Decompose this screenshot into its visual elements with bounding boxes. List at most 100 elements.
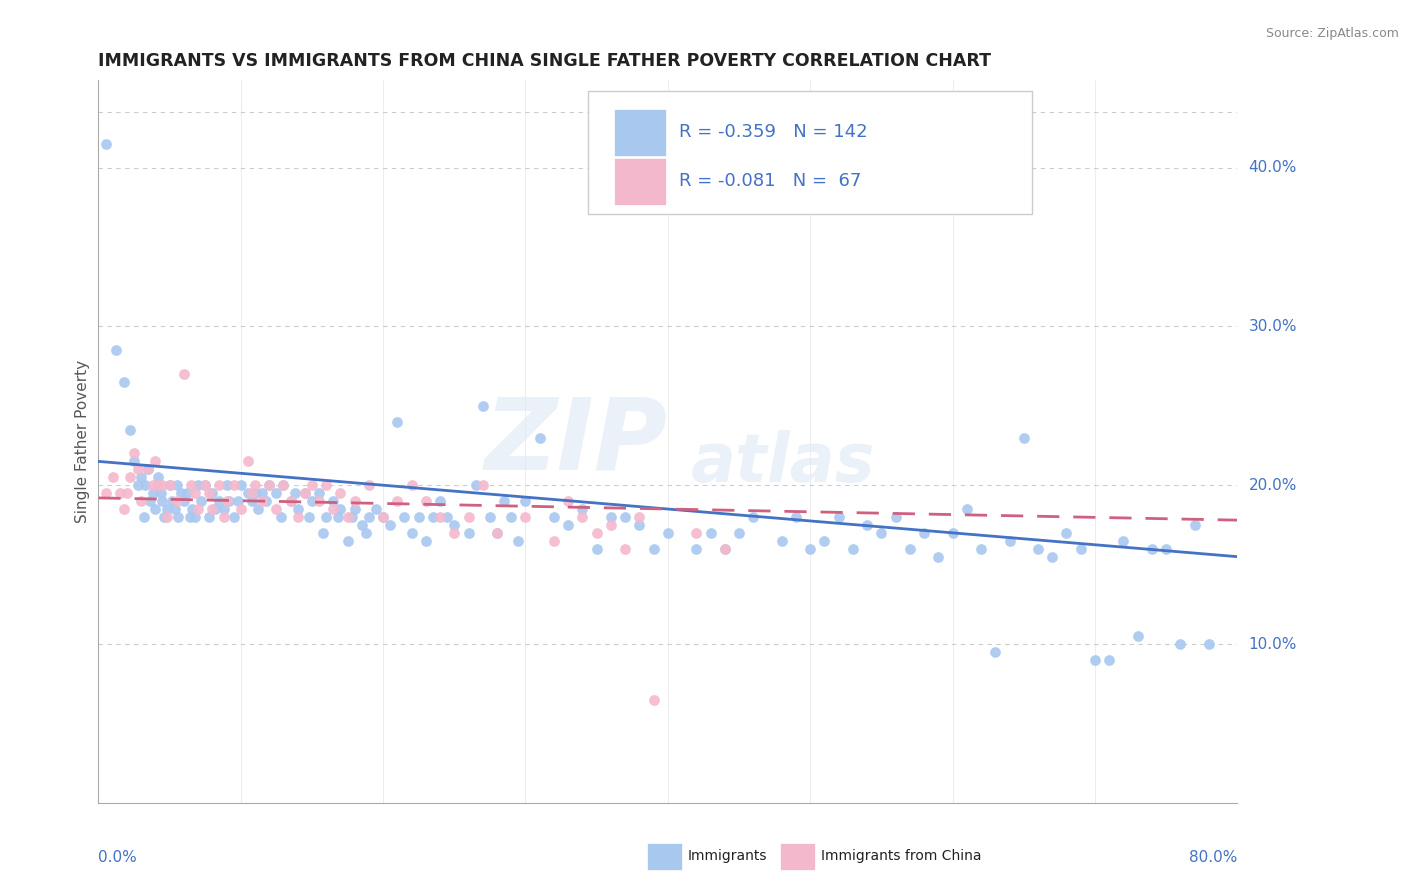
Point xyxy=(294,486,316,500)
Point xyxy=(122,446,145,460)
Point xyxy=(1198,637,1220,651)
Point xyxy=(357,478,380,492)
Point xyxy=(443,517,465,532)
Point xyxy=(204,502,226,516)
Point xyxy=(956,502,979,516)
Point xyxy=(190,494,212,508)
Point xyxy=(387,494,409,508)
Point xyxy=(585,525,607,540)
Point xyxy=(315,478,337,492)
Point xyxy=(557,494,579,508)
Point xyxy=(898,541,921,556)
Point xyxy=(1070,541,1092,556)
Point xyxy=(884,510,907,524)
Point xyxy=(129,494,152,508)
Point xyxy=(101,470,124,484)
Point xyxy=(1084,653,1107,667)
Point xyxy=(179,510,201,524)
Point xyxy=(112,502,135,516)
Point xyxy=(457,525,479,540)
Point xyxy=(229,478,252,492)
Point xyxy=(187,478,209,492)
Text: Immigrants: Immigrants xyxy=(688,849,768,863)
Point xyxy=(212,510,235,524)
Point xyxy=(108,486,131,500)
Point xyxy=(173,494,195,508)
Point xyxy=(312,525,335,540)
Point xyxy=(785,510,807,524)
Point xyxy=(1040,549,1063,564)
Text: atlas: atlas xyxy=(690,430,875,496)
Point xyxy=(728,525,751,540)
Point xyxy=(136,462,159,476)
Point xyxy=(240,494,263,508)
Point xyxy=(508,533,530,548)
Point xyxy=(173,367,195,381)
Point xyxy=(162,494,184,508)
Point xyxy=(354,525,377,540)
Point xyxy=(298,510,321,524)
Point xyxy=(212,502,235,516)
Point xyxy=(226,494,249,508)
Point xyxy=(927,549,949,564)
Point xyxy=(600,517,623,532)
Point xyxy=(842,541,865,556)
Point xyxy=(685,525,707,540)
Point xyxy=(159,478,181,492)
Point xyxy=(166,478,188,492)
Point xyxy=(571,510,593,524)
Point xyxy=(714,541,737,556)
Text: 80.0%: 80.0% xyxy=(1189,850,1237,865)
Point xyxy=(250,486,273,500)
Point xyxy=(415,494,437,508)
Point xyxy=(273,478,295,492)
Point xyxy=(301,478,323,492)
Point xyxy=(266,502,288,516)
Text: 40.0%: 40.0% xyxy=(1249,161,1296,175)
Point xyxy=(394,510,416,524)
Point xyxy=(159,478,181,492)
Point xyxy=(127,462,149,476)
Text: R = -0.359   N = 142: R = -0.359 N = 142 xyxy=(679,123,868,141)
Point xyxy=(699,525,721,540)
Point xyxy=(136,462,159,476)
Point xyxy=(165,502,187,516)
Point xyxy=(350,517,373,532)
Point xyxy=(387,415,409,429)
Point xyxy=(250,494,273,508)
Point xyxy=(201,502,224,516)
Point xyxy=(284,486,307,500)
Point xyxy=(543,533,565,548)
Text: Immigrants from China: Immigrants from China xyxy=(821,849,981,863)
Point xyxy=(415,533,437,548)
Point xyxy=(187,502,209,516)
Text: Source: ZipAtlas.com: Source: ZipAtlas.com xyxy=(1265,27,1399,40)
Point xyxy=(152,478,174,492)
Point xyxy=(218,494,240,508)
Point xyxy=(167,510,190,524)
Point xyxy=(129,470,152,484)
FancyBboxPatch shape xyxy=(614,109,665,156)
Point xyxy=(457,510,479,524)
Point xyxy=(243,486,266,500)
Point xyxy=(208,478,231,492)
Point xyxy=(153,510,176,524)
Point xyxy=(643,541,665,556)
Text: IMMIGRANTS VS IMMIGRANTS FROM CHINA SINGLE FATHER POVERTY CORRELATION CHART: IMMIGRANTS VS IMMIGRANTS FROM CHINA SING… xyxy=(98,53,991,70)
Point xyxy=(229,502,252,516)
Point xyxy=(628,510,651,524)
Point xyxy=(1012,431,1035,445)
Point xyxy=(1056,525,1078,540)
Point xyxy=(170,486,193,500)
Point xyxy=(600,510,623,524)
Point xyxy=(138,494,160,508)
Point xyxy=(1112,533,1135,548)
Point xyxy=(1140,541,1163,556)
Text: 10.0%: 10.0% xyxy=(1249,637,1296,651)
Point xyxy=(813,533,835,548)
Point xyxy=(1170,637,1192,651)
FancyBboxPatch shape xyxy=(588,91,1032,214)
Point xyxy=(118,423,141,437)
Point xyxy=(259,478,281,492)
Point xyxy=(266,486,288,500)
